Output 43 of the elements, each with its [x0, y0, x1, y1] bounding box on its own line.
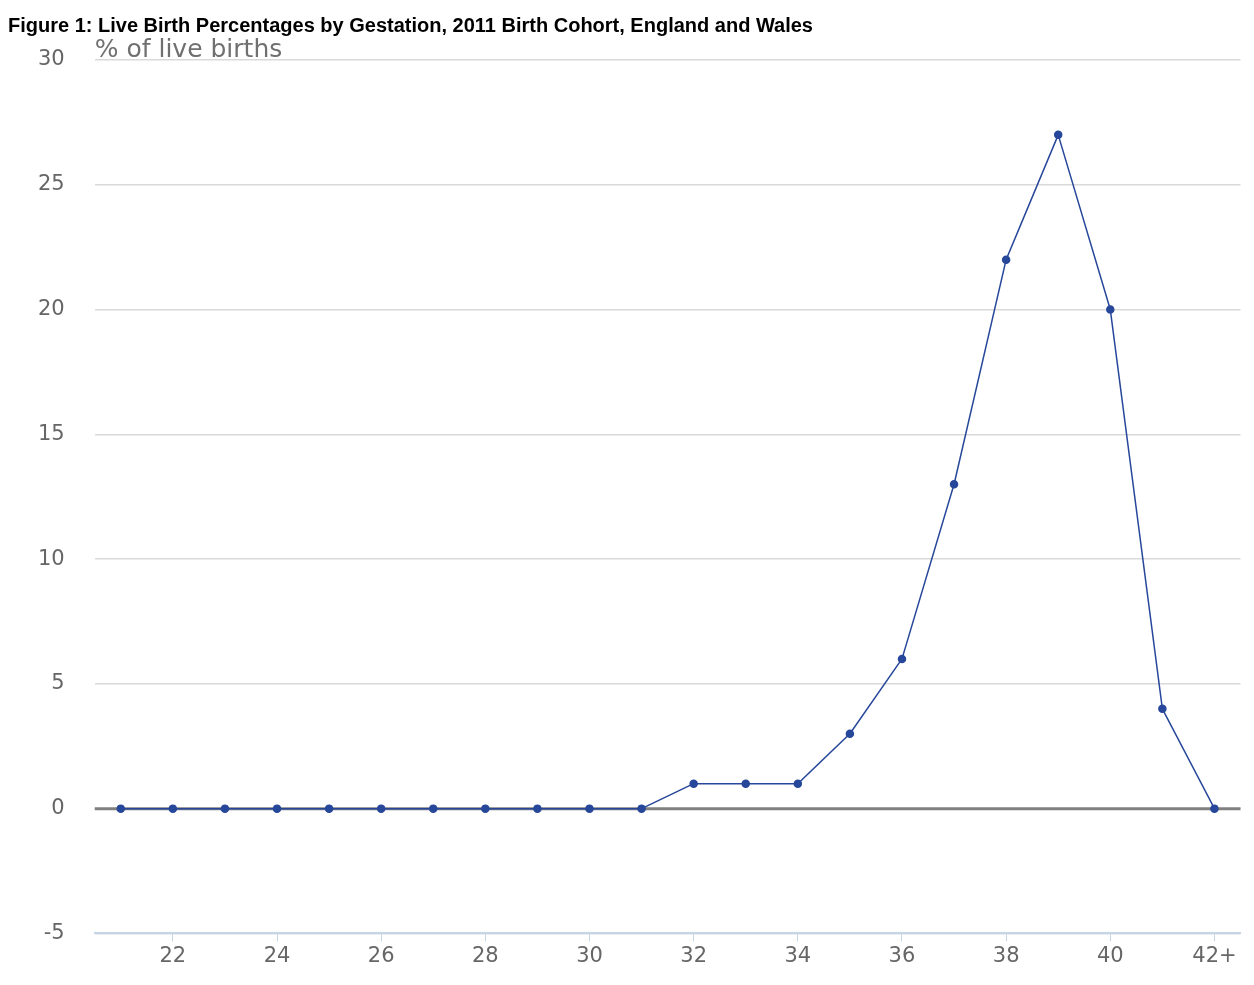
x-tick-label: 40 — [1096, 943, 1124, 968]
point — [116, 804, 126, 813]
x-tick-label: 26 — [367, 943, 395, 968]
x-tick-label: 22 — [159, 943, 187, 968]
y-tick-label: 20 — [37, 296, 65, 320]
x-tick-label: 32 — [680, 943, 708, 968]
point — [1158, 704, 1167, 714]
y-tick-label: 25 — [37, 171, 65, 196]
point — [793, 779, 803, 788]
y-tick-label: 30 — [37, 46, 65, 71]
y-tick-label: -5 — [43, 919, 65, 944]
y-tick-label: 0 — [51, 795, 65, 820]
point — [949, 479, 959, 489]
point — [1210, 804, 1219, 813]
point — [272, 804, 282, 813]
point — [376, 804, 386, 813]
point — [741, 779, 750, 788]
point — [897, 654, 907, 664]
x-tick-label: 30 — [576, 943, 603, 968]
point — [168, 804, 178, 813]
point — [533, 804, 542, 813]
point — [429, 804, 438, 813]
x-tick-label: 34 — [784, 943, 812, 968]
y-tick-label: 5 — [51, 670, 65, 695]
x-tick-label: 24 — [263, 943, 291, 968]
point — [481, 804, 490, 813]
point — [689, 779, 698, 788]
y-axis-title: % of live births — [94, 34, 283, 63]
x-tick-label: 42+ — [1192, 943, 1237, 968]
point — [220, 804, 230, 813]
x-tick-label: 38 — [992, 943, 1020, 968]
point — [585, 804, 594, 813]
point — [637, 804, 646, 813]
chart-title: Figure 1: Live Birth Percentages by Gestation, 2011 Birth Cohort, England and Wales — [8, 13, 813, 36]
y-tick-label: 15 — [37, 420, 65, 445]
x-tick-label: 28 — [471, 943, 499, 968]
point — [324, 804, 334, 813]
point — [845, 729, 855, 739]
point — [1106, 305, 1115, 314]
y-tick-label: 10 — [37, 545, 65, 570]
x-tick-label: 36 — [888, 943, 916, 968]
point — [1053, 130, 1063, 140]
point — [1001, 255, 1011, 264]
